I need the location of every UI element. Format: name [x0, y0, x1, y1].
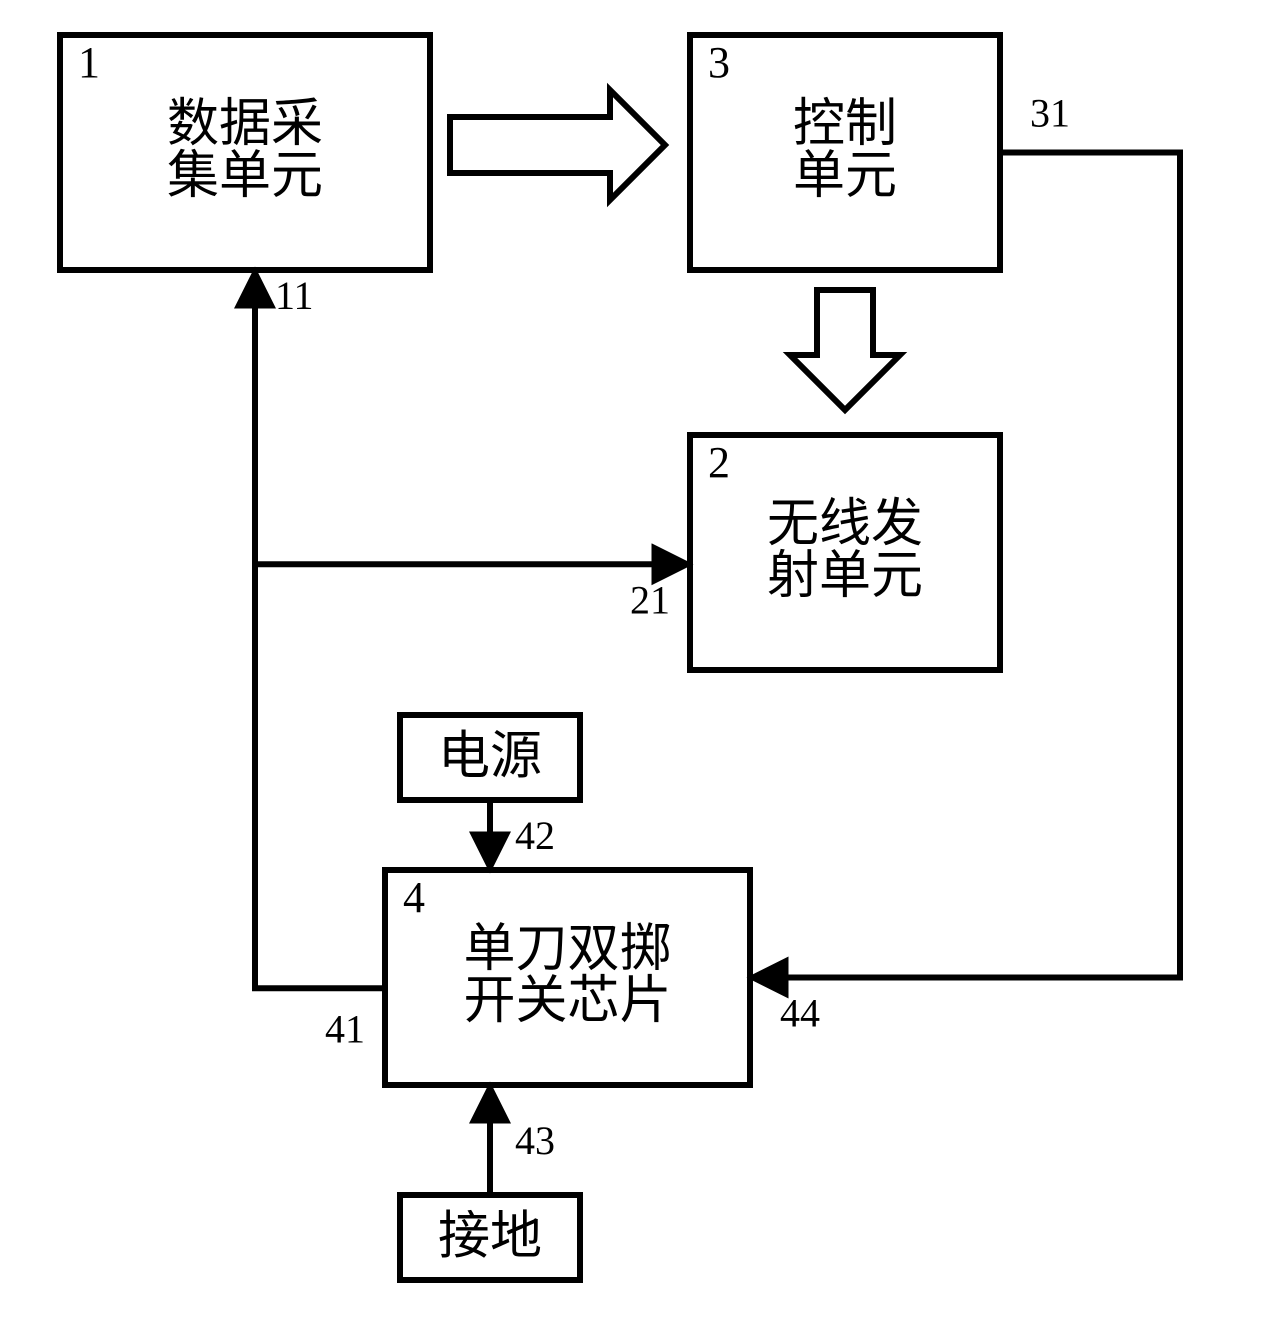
box-text-ground: 接地	[438, 1208, 542, 1265]
label-41: 41	[325, 1006, 365, 1051]
box-index-b3: 3	[708, 38, 730, 87]
box-text-b2-2: 射单元	[767, 548, 923, 605]
wire-41-11	[255, 270, 385, 988]
thick-arrow	[450, 90, 665, 200]
box-text-b4-1: 单刀双掷	[463, 921, 671, 978]
box-index-b4: 4	[403, 873, 425, 922]
box-index-b2: 2	[708, 438, 730, 487]
label-21: 21	[630, 577, 670, 622]
label-42: 42	[515, 813, 555, 858]
box-text-b4-2: 开关芯片	[463, 973, 671, 1030]
label-31: 31	[1030, 91, 1070, 136]
thick-arrow	[790, 290, 900, 410]
box-text-b3-2: 单元	[793, 148, 897, 205]
box-text-power: 电源	[438, 728, 542, 785]
box-text-b1-1: 数据采	[167, 96, 323, 153]
box-index-b1: 1	[78, 38, 100, 87]
label-44: 44	[780, 991, 820, 1036]
box-text-b1-2: 集单元	[167, 148, 323, 205]
box-text-b3-1: 控制	[793, 96, 897, 153]
box-text-b2-1: 无线发	[767, 496, 923, 553]
label-43: 43	[515, 1118, 555, 1163]
label-11: 11	[275, 273, 314, 318]
